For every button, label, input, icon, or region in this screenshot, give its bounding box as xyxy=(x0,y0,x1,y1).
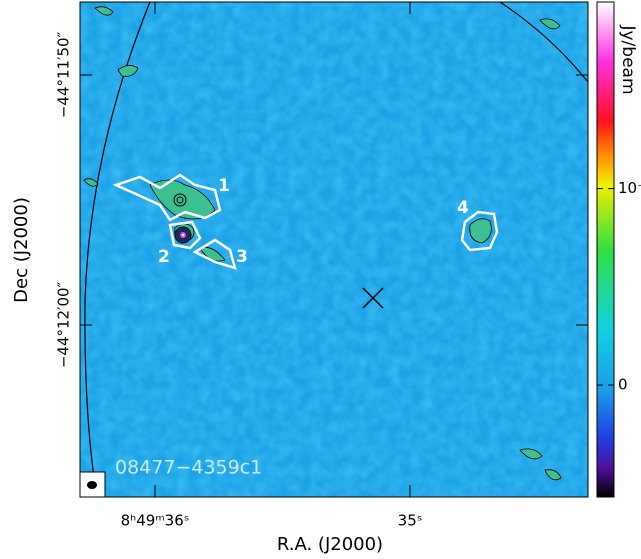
source-label: 3 xyxy=(236,247,248,267)
source-labels: 1 2 3 4 xyxy=(158,176,469,267)
colorbar-tick-label: 10⁻² xyxy=(618,179,641,197)
field-name: 08477−4359c1 xyxy=(115,457,262,479)
source-label: 4 xyxy=(457,198,469,218)
y-tick-label: −44°12′00″ xyxy=(55,281,73,368)
frame xyxy=(79,1,589,498)
y-axis-label: Dec (J2000) xyxy=(11,197,32,303)
colorbar xyxy=(596,1,615,498)
frame-ticks xyxy=(80,2,588,497)
colorbar-label: Jy/beam xyxy=(618,24,638,94)
colorbar-tick-label: 0 xyxy=(618,376,628,394)
image xyxy=(80,2,588,497)
source-label: 1 xyxy=(218,176,230,196)
y-tick-label: −44°11′50″ xyxy=(55,31,73,118)
source-label: 2 xyxy=(158,247,170,267)
x-tick-label: 8ʰ49ᵐ36ˢ xyxy=(121,512,190,530)
x-tick-label: 35ˢ xyxy=(398,512,423,530)
x-axis-label: R.A. (J2000) xyxy=(277,534,383,555)
